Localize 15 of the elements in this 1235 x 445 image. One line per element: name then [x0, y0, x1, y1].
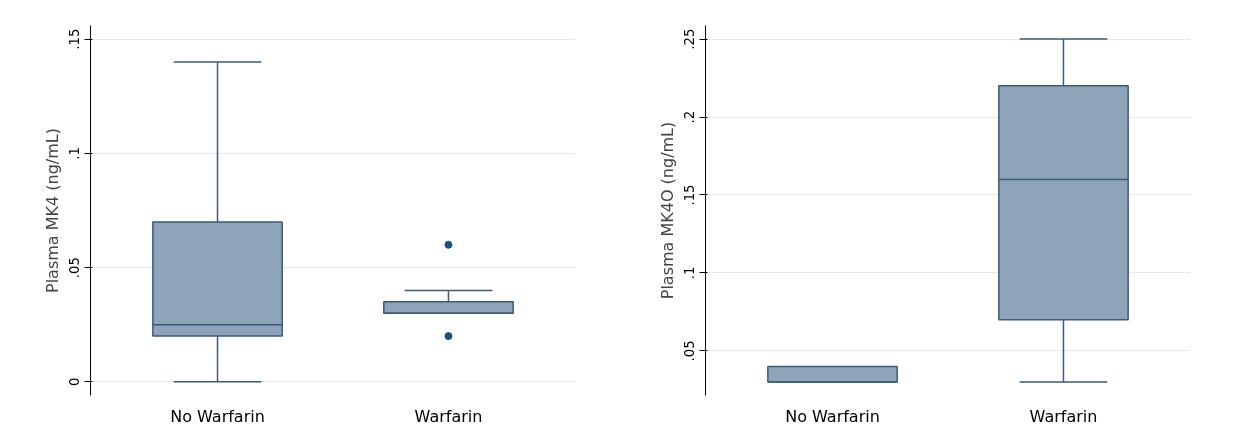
y-tick-label: .2 [682, 110, 698, 124]
y-tick-label: .1 [67, 147, 83, 160]
y-tick-label: .15 [67, 28, 83, 50]
x-tick-label: No Warfarin [785, 406, 880, 426]
x-tick-label: No Warfarin [170, 406, 265, 426]
x-tick-label: Warfarin [414, 406, 483, 426]
y-tick-label: 0 [67, 377, 83, 387]
y-axis-title: Plasma MK4O (ng/mL) [657, 121, 677, 300]
y-axis-title: Plasma MK4 (ng/mL) [42, 128, 62, 293]
y-tick-label: .05 [682, 340, 698, 362]
y-tick-label: .25 [682, 28, 698, 50]
x-tick-label: Warfarin [1029, 406, 1098, 426]
y-tick-label: .1 [682, 266, 698, 280]
y-tick-label: .05 [67, 256, 83, 279]
y-tick-label: .15 [682, 184, 698, 206]
